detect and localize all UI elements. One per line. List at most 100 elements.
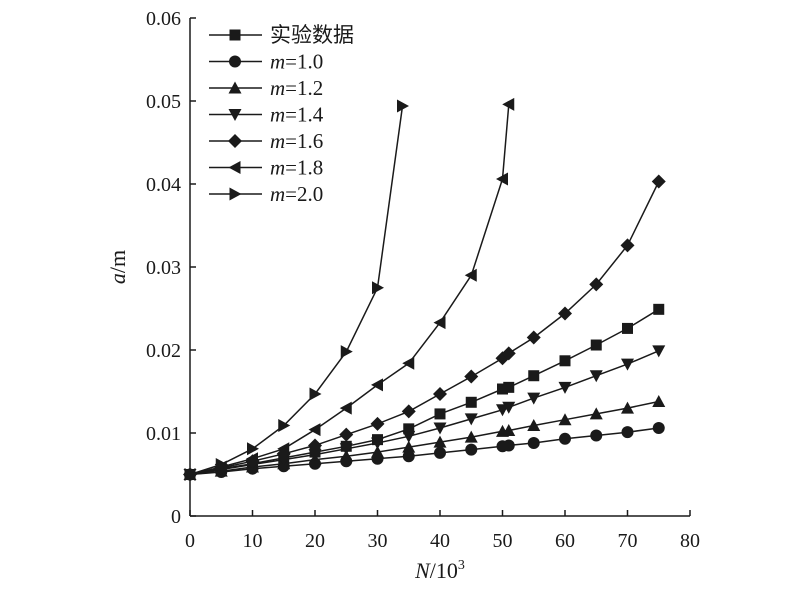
series-6-point [184, 468, 197, 481]
legend-label-text: =2.0 [285, 182, 323, 206]
x-axis-exponent: 3 [458, 558, 465, 573]
series-0-point [434, 408, 446, 420]
series-5 [183, 97, 515, 481]
x-tick-label: 80 [680, 530, 700, 552]
series-4-point [526, 330, 541, 345]
series-4-point [589, 277, 604, 292]
series-2-point [402, 440, 416, 453]
legend-label: m=1.0 [270, 50, 323, 74]
series-1-point [502, 439, 515, 452]
series-2 [183, 394, 666, 480]
series-6-point [247, 442, 259, 456]
series-0-point [497, 383, 508, 395]
series-0-point [653, 303, 665, 315]
y-tick-label: 0.04 [146, 174, 181, 196]
legend-swatch-marker [228, 134, 242, 148]
series-5-line [189, 104, 510, 476]
series-3-point [589, 370, 603, 383]
series-3-point [402, 430, 416, 443]
series-4-point [339, 427, 354, 442]
series-2-point [621, 401, 634, 414]
series-1-point [402, 450, 415, 463]
series-4-point [558, 306, 572, 321]
legend-label-variable: m [270, 76, 285, 100]
x-tick-label: 50 [493, 530, 513, 552]
y-axis-unit: /m [105, 250, 130, 273]
series-6-line [189, 105, 404, 476]
series-3-point [433, 422, 447, 435]
series-3-point [502, 401, 516, 414]
y-tick-label: 0.06 [146, 8, 181, 30]
series-1-point [527, 436, 540, 449]
series-0-point [590, 339, 602, 351]
series-2-point [464, 430, 478, 443]
series-6-point [340, 345, 353, 359]
series-5-point [339, 401, 352, 415]
legend-swatch-marker [229, 29, 241, 41]
x-axis-unit: /10 [430, 558, 458, 583]
y-tick-label: 0 [171, 506, 181, 528]
legend-swatch-marker [228, 81, 242, 94]
series-6-point [309, 387, 322, 401]
series-0-point [528, 370, 540, 382]
legend-item: m=1.8 [209, 156, 323, 180]
series-5-point [402, 356, 415, 370]
legend-swatch-marker [229, 187, 242, 201]
series-3-point [527, 392, 541, 405]
series-5-point [502, 97, 515, 111]
x-tick-label: 70 [618, 530, 638, 552]
legend-label-variable: m [270, 182, 285, 206]
x-tick-label: 20 [305, 530, 325, 552]
legend-label: 实验数据 [270, 23, 354, 47]
series-4-point [433, 386, 447, 401]
series-0-point [622, 322, 633, 334]
legend-swatch-marker [228, 161, 241, 174]
legend-label-variable: m [270, 156, 285, 180]
series-4-point [501, 346, 516, 361]
legend-label-text: =1.8 [285, 156, 323, 180]
series-5-point [496, 172, 508, 186]
series-0-point [465, 396, 477, 408]
series-5-point [246, 452, 258, 466]
x-tick-label: 10 [243, 530, 263, 552]
legend-label: m=1.4 [270, 103, 324, 127]
series-2-point [652, 394, 666, 407]
series-5-point [433, 316, 446, 330]
series-6-point [372, 281, 384, 295]
series-2-point [339, 449, 353, 462]
legend-label-text: 实验数据 [270, 23, 354, 47]
legend-item: 实验数据 [209, 23, 354, 47]
series-4-point [620, 238, 635, 253]
legend-label-text: =1.0 [285, 50, 323, 74]
series-1-point [652, 422, 665, 435]
y-axis-variable: a [105, 273, 130, 284]
series-5-point [464, 268, 477, 282]
legend-item: m=2.0 [209, 182, 323, 206]
series-0-line [189, 308, 660, 476]
series-1-point [590, 429, 603, 442]
series-5-point [308, 423, 321, 437]
series-3-point [621, 358, 634, 371]
x-tick-label: 0 [185, 530, 195, 552]
legend-item: m=1.6 [209, 129, 323, 153]
x-tick-label: 30 [368, 530, 388, 552]
series-6-point [278, 419, 291, 433]
series-2-point [371, 445, 384, 458]
legend-label-variable: m [270, 50, 285, 74]
series-1-point [465, 443, 478, 456]
legend-label-text: =1.2 [285, 76, 323, 100]
series-3-point [371, 437, 384, 450]
legend-label: m=1.6 [270, 129, 323, 153]
x-tick-label: 60 [555, 530, 575, 552]
series-4-point [651, 174, 666, 189]
y-axis-title: a/m [105, 250, 130, 284]
series-2-point [502, 424, 516, 437]
axes: 0 10 20 30 40 50 60 70 80 0 0.01 0.02 0.03 0.04 0.05 0.… [146, 8, 700, 552]
legend-label-text: =1.6 [285, 129, 323, 153]
series-6-point [397, 99, 409, 113]
legend-swatch-marker [228, 109, 242, 121]
series-4-line [189, 181, 660, 476]
series-5-point [371, 378, 383, 392]
